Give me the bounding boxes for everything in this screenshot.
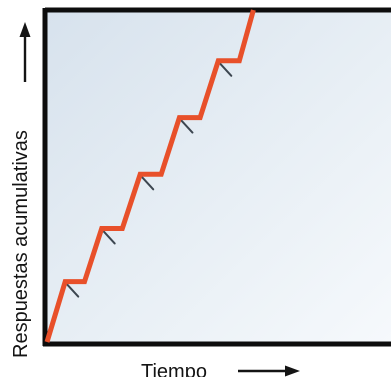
- y-axis-label: Respuestas acumulativas: [10, 130, 32, 358]
- reinforcement-mark-4: [180, 119, 194, 134]
- reinforcement-marks-layer: [66, 62, 233, 298]
- x-axis-arrow-icon: [238, 365, 300, 377]
- reinforcement-mark-5: [219, 62, 233, 77]
- x-axis-label: Tiempo: [141, 361, 207, 377]
- series-layer: [44, 9, 256, 343]
- reinforcement-mark-3: [141, 176, 155, 191]
- y-axis-arrow-icon: [19, 22, 31, 82]
- cumulative-response-line-1: [44, 9, 256, 343]
- reinforcement-mark-2: [102, 230, 116, 245]
- reinforcement-mark-1: [66, 283, 80, 298]
